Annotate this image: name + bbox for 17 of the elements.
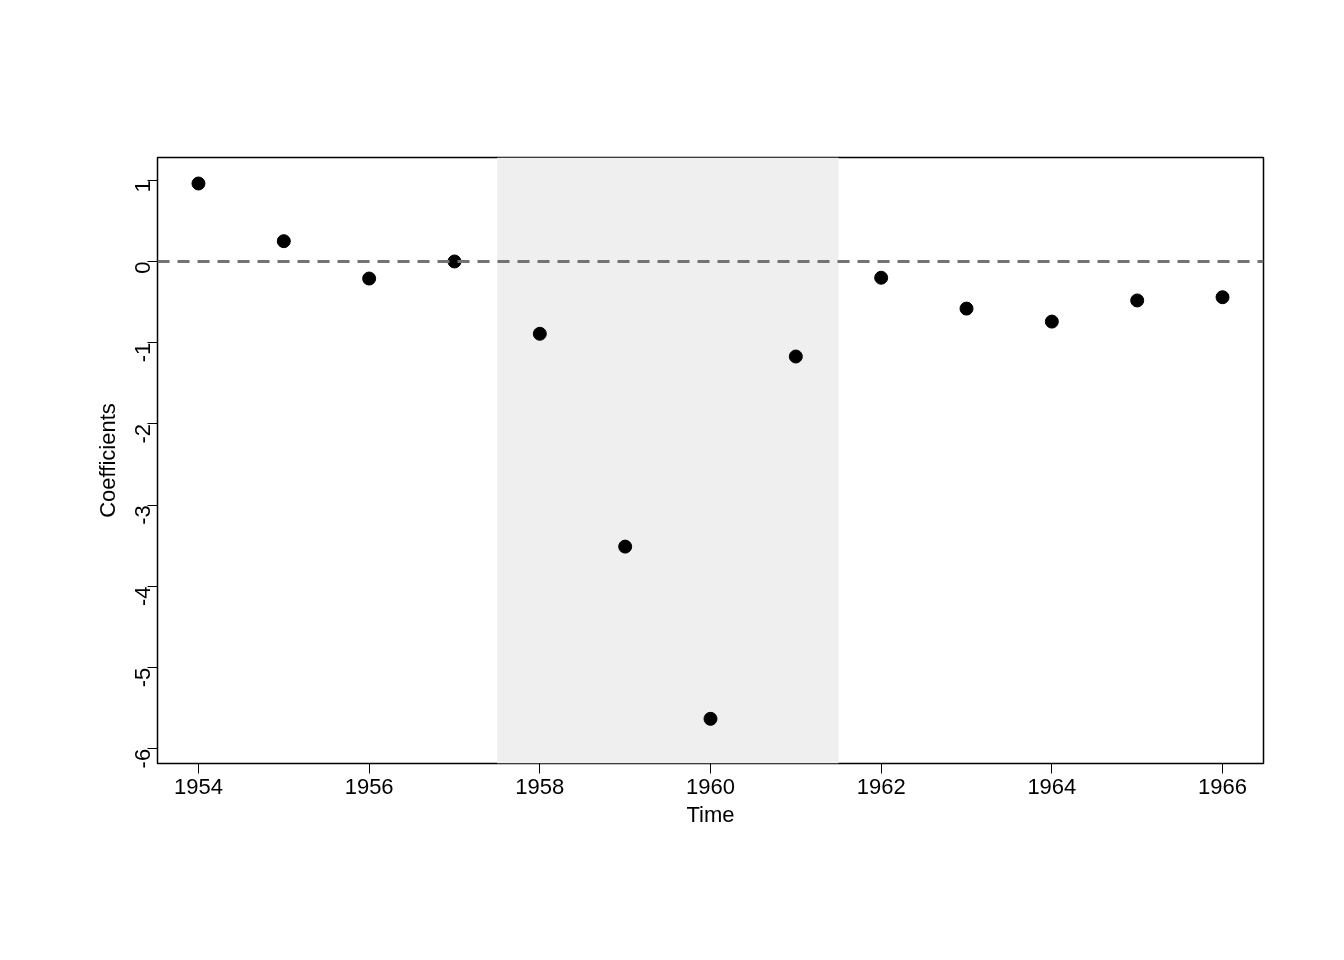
x-tick-label: 1964 bbox=[1027, 773, 1077, 799]
y-tick-label: -6 bbox=[130, 748, 155, 769]
y-tick-label: 1 bbox=[130, 180, 155, 193]
x-tick-label: 1954 bbox=[173, 773, 223, 799]
x-tick-label: 1956 bbox=[344, 773, 394, 799]
y-tick-label: -3 bbox=[130, 505, 155, 525]
y-axis-title: Coefficients bbox=[94, 403, 120, 518]
y-tick-label: -1 bbox=[130, 342, 155, 363]
y-tick-label: 0 bbox=[130, 261, 155, 274]
x-tick-label: 1966 bbox=[1198, 773, 1248, 799]
x-axis-title: Time bbox=[686, 801, 735, 827]
y-tick-label: -5 bbox=[130, 667, 155, 688]
y-tick-label: -4 bbox=[130, 586, 155, 606]
x-tick-label: 1960 bbox=[686, 773, 735, 799]
y-tick-label: -2 bbox=[130, 423, 155, 444]
x-tick-label: 1958 bbox=[515, 773, 565, 799]
x-tick-label: 1962 bbox=[856, 773, 906, 799]
